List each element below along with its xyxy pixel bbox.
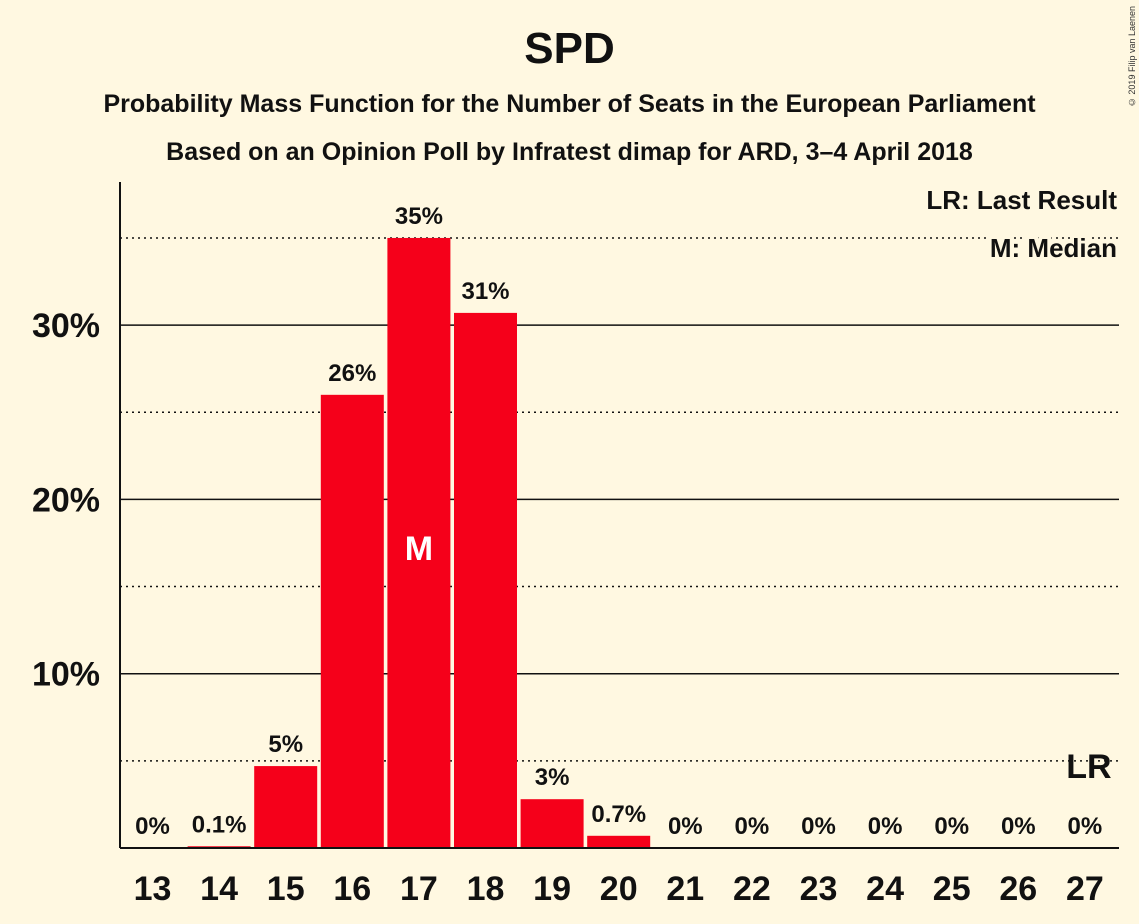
chart-subtitle: Probability Mass Function for the Number… (103, 90, 1036, 118)
legend-median: M: Median (990, 233, 1117, 263)
x-tick-label: 27 (1066, 870, 1104, 908)
x-tick-label: 15 (267, 870, 305, 908)
bar-data-label: 3% (535, 764, 570, 791)
bar-data-label: 0% (1001, 813, 1036, 840)
bar (320, 394, 384, 848)
bar (454, 312, 517, 848)
bar-data-label: 0% (801, 813, 836, 840)
bar-data-label: 0% (135, 813, 170, 840)
chart-title: SPD (524, 24, 615, 73)
x-tick-label: 16 (333, 870, 371, 908)
bar-data-label: 0% (668, 813, 703, 840)
x-tick-label: 19 (533, 870, 571, 908)
bar (587, 835, 651, 848)
chart-source-subtitle: Based on an Opinion Poll by Infratest di… (166, 138, 973, 166)
bar-data-label: 0% (1068, 813, 1103, 840)
x-tick-label: 23 (800, 870, 838, 908)
bar-data-label: 5% (268, 731, 303, 758)
bar-data-label: 0% (735, 813, 770, 840)
legend-last-result: LR: Last Result (926, 185, 1117, 215)
bar (254, 766, 318, 848)
bar-data-label: 0.1% (192, 811, 247, 838)
x-tick-label: 21 (666, 870, 704, 908)
last-result-marker: LR (1066, 748, 1111, 786)
median-marker: M (405, 530, 433, 568)
bar (387, 237, 451, 848)
x-tick-label: 17 (400, 870, 438, 908)
bar-data-label: 26% (328, 360, 376, 387)
y-tick-label: 30% (32, 307, 100, 345)
x-tick-label: 18 (467, 870, 505, 908)
bar-data-label: 0% (868, 813, 903, 840)
bar-data-label: 31% (461, 278, 509, 305)
x-tick-label: 20 (600, 870, 638, 908)
y-tick-label: 20% (32, 481, 100, 519)
bar-data-label: 35% (395, 203, 443, 230)
x-tick-label: 24 (866, 870, 904, 908)
bar-data-label: 0.7% (591, 801, 646, 828)
x-tick-label: 25 (933, 870, 971, 908)
bar-data-label: 0% (934, 813, 969, 840)
y-tick-label: 10% (32, 656, 100, 694)
x-tick-label: 13 (134, 870, 172, 908)
x-tick-label: 26 (999, 870, 1037, 908)
x-tick-label: 14 (200, 870, 238, 908)
bar (520, 799, 584, 848)
x-tick-label: 22 (733, 870, 771, 908)
